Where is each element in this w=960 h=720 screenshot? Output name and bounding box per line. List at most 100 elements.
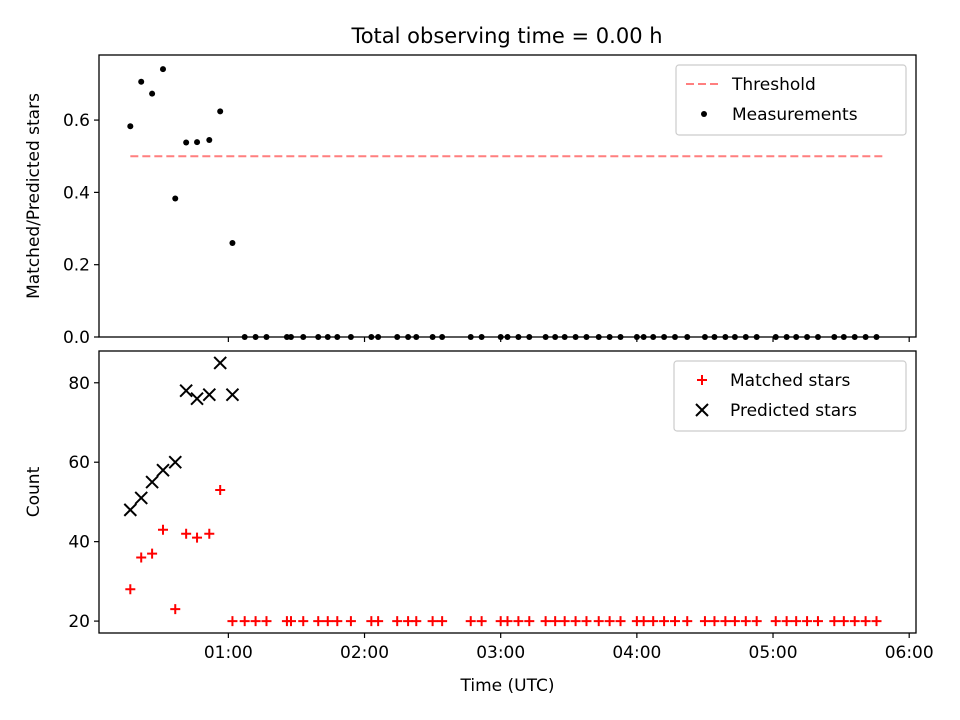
matched-star-point [638, 616, 649, 627]
matched-star-point [136, 552, 147, 563]
legend-measurement-swatch [701, 111, 707, 117]
matched-star-point [524, 616, 535, 627]
matched-star-point [215, 485, 226, 496]
y-tick-label: 80 [68, 374, 90, 394]
x-tick-label: 05:00 [749, 643, 798, 663]
axes-frame [98, 350, 917, 634]
matched-star-point [298, 616, 309, 627]
measurement-point [183, 139, 190, 146]
matched-star-point [465, 616, 476, 627]
predicted-star-point [123, 503, 138, 517]
matched-star-point [437, 616, 448, 627]
matched-star-point [204, 528, 215, 539]
matched-star-point [540, 616, 551, 627]
matched-star-point [581, 616, 592, 627]
matched-star-point [427, 616, 438, 627]
matched-star-point [550, 616, 561, 627]
matched-star-point [838, 616, 849, 627]
matched-star-point [860, 616, 871, 627]
figure-title: Total observing time = 0.00 h [350, 24, 662, 48]
matched-star-point [559, 616, 570, 627]
matched-star-point [192, 532, 203, 543]
matched-star-point [829, 616, 840, 627]
matched-star-point [682, 616, 693, 627]
matched-star-point [411, 616, 422, 627]
matched-star-point [709, 616, 720, 627]
predicted-star-point [225, 387, 240, 402]
legend: Threshold Measurements [675, 64, 907, 136]
measurement-point [229, 240, 236, 246]
legend: Matched stars Predicted stars [673, 360, 907, 432]
matched-star-point [332, 616, 343, 627]
matched-star-point [345, 616, 356, 627]
matched-star-point [147, 548, 158, 559]
matched-star-point [751, 616, 762, 627]
matched-star-point [476, 616, 487, 627]
matched-star-point [781, 616, 792, 627]
x-tick-label: 06:00 [885, 643, 934, 663]
matched-star-point [392, 616, 403, 627]
matched-star-point [239, 616, 250, 627]
matched-star-point [812, 616, 823, 627]
predicted-star-point [213, 356, 227, 370]
matched-star-point [373, 616, 384, 627]
predicted-star-point [145, 475, 159, 489]
measurement-point [159, 66, 166, 73]
matched-star-point [615, 616, 626, 627]
y-tick-label: 20 [68, 612, 90, 632]
matched-star-point [261, 616, 272, 627]
matched-star-point [125, 584, 136, 595]
matched-star-point [604, 616, 615, 627]
matched-star-point [669, 616, 680, 627]
y-axis-label: Count [24, 466, 44, 517]
matched-star-point [648, 616, 659, 627]
matched-star-point [740, 616, 751, 627]
legend-label: Measurements [732, 105, 858, 125]
x-tick-label: 03:00 [476, 643, 525, 663]
x-tick-label: 04:00 [612, 643, 661, 663]
measurement-point [138, 78, 145, 85]
x-tick-label: 01:00 [204, 643, 253, 663]
matched-star-point [157, 524, 168, 535]
matched-star-point [250, 616, 261, 627]
matched-star-point [513, 616, 524, 627]
predicted-star-point [190, 391, 204, 406]
matched-star-point [181, 528, 192, 539]
matched-star-point [285, 616, 296, 627]
legend-label: Threshold [731, 75, 816, 95]
measurement-point [194, 139, 201, 146]
measurement-point [172, 195, 179, 202]
legend-box [675, 64, 907, 136]
y-tick-label: 40 [68, 533, 90, 553]
y-tick-label: 60 [68, 453, 90, 473]
measurement-point [206, 136, 213, 143]
predicted-star-point [134, 491, 148, 505]
legend-box [673, 360, 907, 432]
matched-star-point [322, 616, 333, 627]
legend-label: Matched stars [730, 371, 850, 391]
y-axis-label: Matched/Predicted stars [24, 93, 44, 299]
matched-star-point [871, 616, 882, 627]
count-panel: 20 40 60 80 01:00 02:00 03:00 04:00 05:00 06:00 Co… [24, 350, 934, 696]
matched-star-point [720, 616, 731, 627]
legend-predicted-swatch [695, 403, 709, 417]
matched-star-point [699, 616, 710, 627]
matched-star-point [593, 616, 604, 627]
y-tick-label: 0.6 [63, 111, 90, 131]
matched-star-point [227, 616, 238, 627]
measurement-point [149, 90, 156, 97]
predicted-star-point [156, 463, 170, 477]
matched-star-point [170, 604, 181, 615]
y-tick-label: 0.4 [63, 183, 90, 203]
x-axis-label: Time (UTC) [460, 676, 555, 696]
matched-star-point [802, 616, 813, 627]
predicted-star-point [168, 455, 182, 469]
matched-star-point [729, 616, 740, 627]
y-tick-label: 0.2 [63, 256, 90, 276]
y-tick-label: 0.0 [63, 328, 90, 348]
matched-star-point [659, 616, 670, 627]
matched-star-point [791, 616, 802, 627]
matched-star-point [313, 616, 324, 627]
legend-label: Predicted stars [730, 401, 857, 421]
predicted-star-point [202, 387, 217, 402]
